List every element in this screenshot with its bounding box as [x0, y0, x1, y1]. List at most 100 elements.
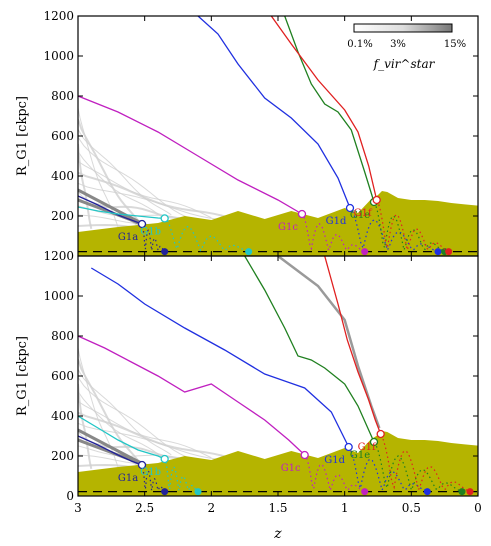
galaxy-label-g1b: G1b — [140, 467, 161, 478]
bottom-envelope-area — [78, 431, 478, 496]
x-axis-label: z — [273, 526, 282, 542]
y-tick-label: 1000 — [43, 49, 74, 63]
orbit-g1c — [301, 212, 365, 253]
merger-marker-g1d — [423, 488, 431, 496]
y-tick-label: 400 — [51, 409, 74, 423]
series-line-g1e — [284, 16, 375, 203]
series-line-g1e — [244, 256, 375, 443]
y-tick-label: 800 — [51, 329, 74, 343]
infall-marker-g1c — [300, 450, 309, 460]
galaxy-label-g1f: G1f — [358, 442, 377, 453]
infall-marker-g1c — [297, 209, 307, 219]
legend-tick-label: 3% — [390, 39, 406, 50]
infall-marker-g1a — [137, 219, 147, 229]
legend-colorbar — [353, 23, 453, 33]
x-tick-label: 2.5 — [135, 501, 154, 515]
infall-marker-g1f — [372, 195, 381, 205]
series-line-g1a — [78, 435, 143, 466]
merger-marker-g1e — [458, 488, 466, 496]
orbit-g1f — [380, 434, 471, 492]
y-tick-label: 200 — [51, 449, 74, 463]
galaxy-label-g1e: G1e — [350, 210, 370, 221]
merger-marker-g1f — [466, 488, 474, 496]
legend-tick-label: 15% — [444, 39, 466, 50]
series-line-g1f — [324, 256, 382, 435]
galaxy-label-g1d: G1d — [326, 216, 347, 227]
series-line-g1b — [78, 206, 165, 220]
merger-marker-g1a — [161, 488, 169, 496]
background-track — [78, 383, 93, 470]
galaxy-label-g1c: G1c — [278, 222, 298, 233]
legend-title: f_vir^star — [373, 57, 436, 71]
bottom-y-ticks: 0 200 400 600 800 1000 1200 — [43, 249, 478, 503]
x-tick-label: 1 — [341, 501, 349, 515]
orbit-g1c — [304, 453, 365, 493]
legend: 0.1% 3% 15% f_vir^star — [347, 23, 466, 71]
y-tick-label: 400 — [51, 169, 74, 183]
infall-marker-g1a — [137, 460, 147, 470]
galaxy-label-g1b: G1b — [140, 226, 161, 237]
top-y-axis-label: R_G1 [ckpc] — [15, 96, 30, 176]
infall-marker-g1e — [369, 437, 379, 447]
x-tick-label: 0 — [474, 501, 482, 515]
y-tick-label: 200 — [51, 209, 74, 223]
top-y-ticks: 200 400 600 800 1000 1200 — [43, 9, 478, 223]
merger-marker-g1b — [245, 248, 253, 256]
series-line-g1d — [197, 16, 351, 209]
y-tick-label: 800 — [51, 89, 74, 103]
infall-marker-g1b — [160, 454, 169, 464]
background-track — [78, 160, 212, 219]
merger-marker-g1f — [445, 248, 453, 256]
galaxy-label-g1e: G1e — [350, 450, 370, 461]
x-tick-label: 3 — [74, 501, 82, 515]
infall-marker-g1f — [376, 429, 385, 439]
y-tick-label: 1000 — [43, 289, 74, 303]
orbit-g1e — [373, 442, 463, 492]
series-line-g1b — [78, 415, 165, 460]
series-line-g1c — [78, 95, 303, 215]
legend-tick-label: 0.1% — [347, 39, 372, 50]
merger-marker-g1b — [194, 488, 202, 496]
background-track — [78, 129, 172, 216]
top-envelope-area — [78, 191, 478, 256]
x-tick-label: 1.5 — [268, 501, 287, 515]
merger-marker-g1c — [361, 248, 369, 256]
infall-marker-g1b — [160, 214, 169, 223]
background-track — [78, 369, 172, 456]
infall-marker-g1d — [345, 203, 355, 213]
y-tick-label: 1200 — [43, 249, 74, 263]
galaxy-label-g1a: G1a — [118, 232, 138, 243]
top-x-ticks — [77, 16, 479, 256]
series-line-g1d — [90, 267, 350, 448]
series-line-g1c — [78, 335, 306, 456]
y-tick-label: 0 — [66, 489, 74, 503]
grey-track — [277, 256, 381, 429]
orbit-g1b — [164, 216, 249, 252]
bottom-y-axis-label: R_G1 [ckpc] — [15, 336, 30, 416]
galaxy-label-g1a: G1a — [118, 473, 138, 484]
y-tick-label: 600 — [51, 369, 74, 383]
galaxy-label-g1f: G1f — [354, 208, 373, 219]
x-tick-label: 2 — [208, 501, 216, 515]
bottom-x-ticks: 3 2.5 2 1.5 1 0.5 0 — [74, 256, 482, 515]
galaxy-label-g1c: G1c — [281, 463, 301, 474]
background-track — [78, 400, 212, 459]
merger-marker-g1c — [361, 488, 369, 496]
merger-marker-g1d — [434, 248, 442, 256]
galaxy-label-g1d: G1d — [324, 455, 345, 466]
background-track — [78, 143, 93, 230]
series-line-g1f — [270, 16, 378, 201]
y-tick-label: 600 — [51, 129, 74, 143]
orbit-g1b — [164, 457, 199, 492]
orbit-g1d — [348, 446, 428, 492]
series-line-g1a — [78, 195, 143, 225]
infall-marker-g1d — [344, 442, 353, 452]
y-tick-label: 1200 — [43, 9, 74, 23]
x-tick-label: 0.5 — [402, 501, 421, 515]
background-track — [78, 358, 146, 471]
